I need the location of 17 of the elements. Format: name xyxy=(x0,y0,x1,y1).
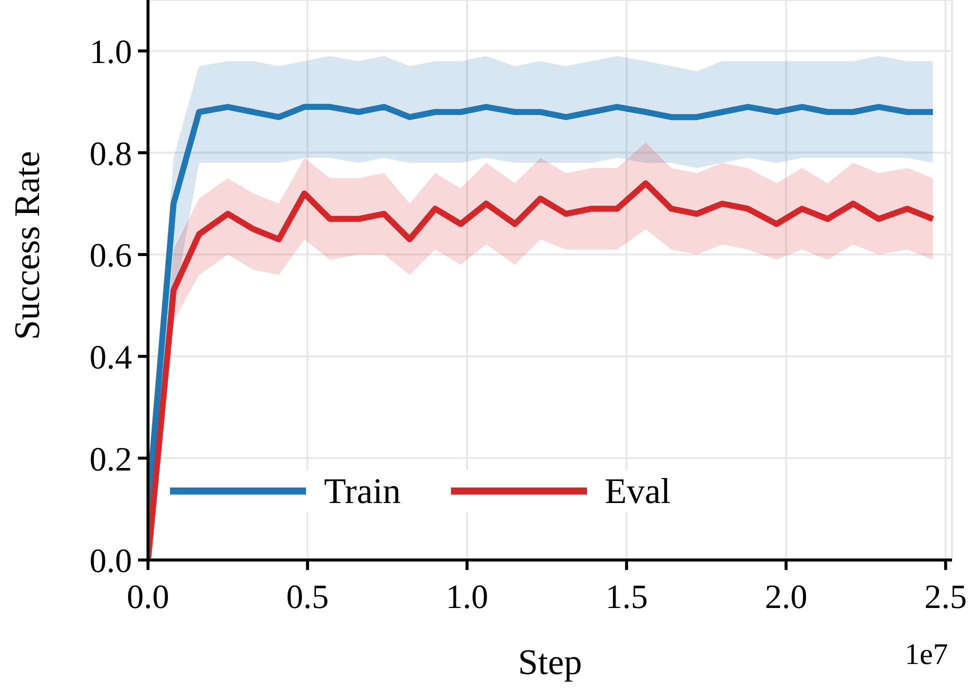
x-tick-label: 0.5 xyxy=(286,579,329,616)
x-tick-label: 1.0 xyxy=(446,579,488,616)
y-tick-label: 1.0 xyxy=(90,34,132,71)
legend-label: Train xyxy=(324,470,401,512)
text: 1e7 xyxy=(904,638,948,672)
y-axis-title: Success Rate xyxy=(6,151,47,340)
y-tick-label: 0.2 xyxy=(90,441,132,478)
x-tick-label: 1.5 xyxy=(605,579,648,616)
x-tick-label: 2.0 xyxy=(764,579,808,616)
y-tick-label: 0.6 xyxy=(90,238,132,275)
legend-label: Eval xyxy=(604,470,671,512)
x-axis-title: Step xyxy=(518,642,582,682)
y-tick-label: 0.4 xyxy=(90,339,132,376)
x-tick-label: 2.5 xyxy=(924,579,967,616)
x-tick-label: 0.0 xyxy=(126,579,170,616)
y-tick-label: 0.8 xyxy=(90,136,132,173)
y-tick-label: 0.0 xyxy=(90,543,132,580)
